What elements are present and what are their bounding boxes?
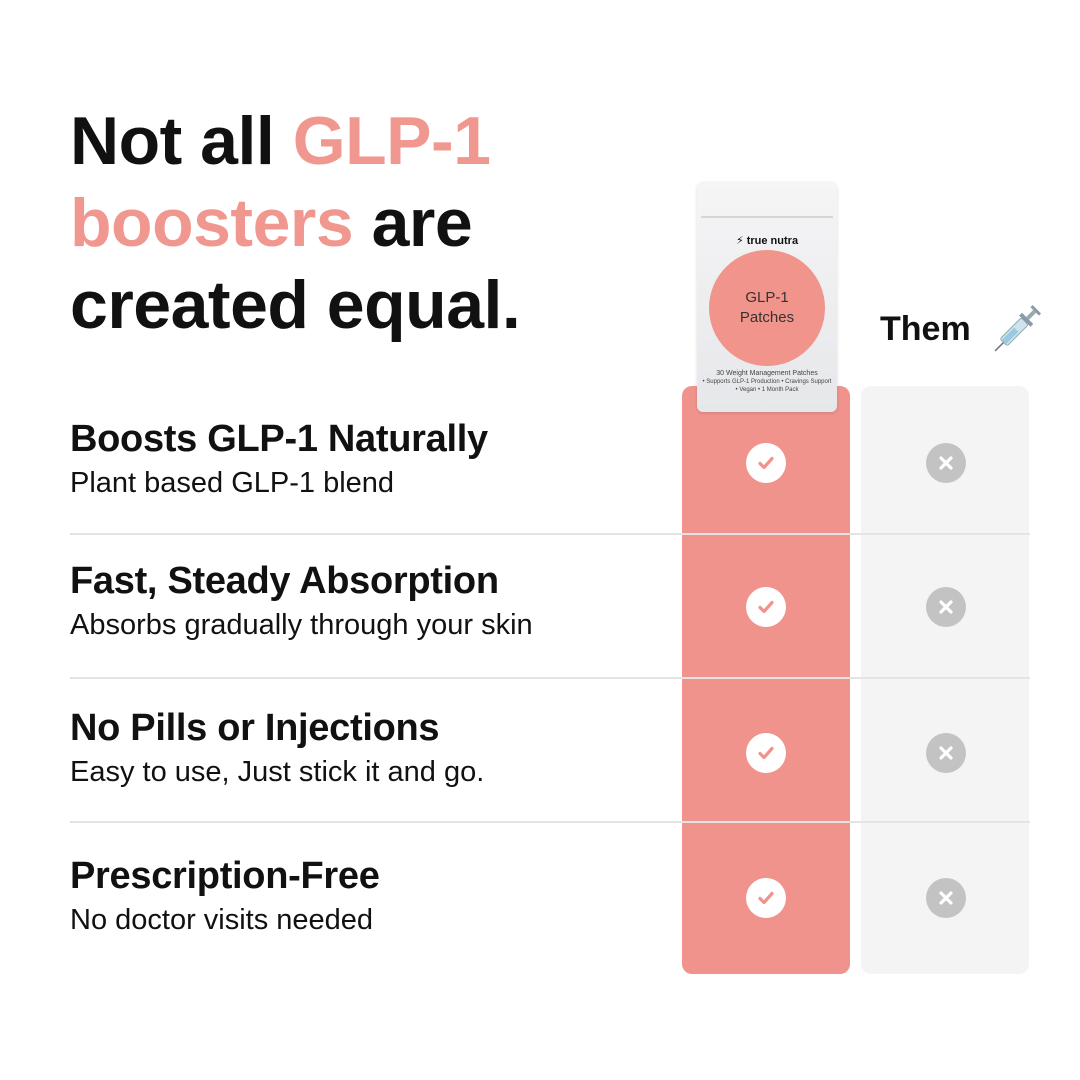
feature-row: Fast, Steady Absorption Absorbs gradually… [70,560,533,641]
us-column [682,386,850,974]
them-label: Them [880,310,971,348]
check-icon [746,878,786,918]
headline: Not all GLP-1 boosters are created equal… [70,103,521,343]
check-icon [746,587,786,627]
x-icon [926,733,966,773]
brand-logo: ⚡ true nutra [735,235,799,247]
x-icon [926,443,966,483]
headline-accent: GLP-1 boosters [70,103,491,261]
syringe-icon [994,304,1042,352]
divider [70,821,1030,823]
feature-row: Prescription-Free No doctor visits needed [70,855,380,936]
feature-row: Boosts GLP-1 Naturally Plant based GLP-1 … [70,418,488,499]
product-package: ⚡ true nutra GLP-1 Patches 30 Weight Mana… [697,182,837,412]
check-icon [746,443,786,483]
divider [70,533,1030,535]
divider [70,677,1030,679]
feature-row: No Pills or Injections Easy to use, Just … [70,707,485,788]
x-icon [926,878,966,918]
product-label: GLP-1 Patches [709,250,825,366]
check-icon [746,733,786,773]
them-column [861,386,1029,974]
x-icon [926,587,966,627]
